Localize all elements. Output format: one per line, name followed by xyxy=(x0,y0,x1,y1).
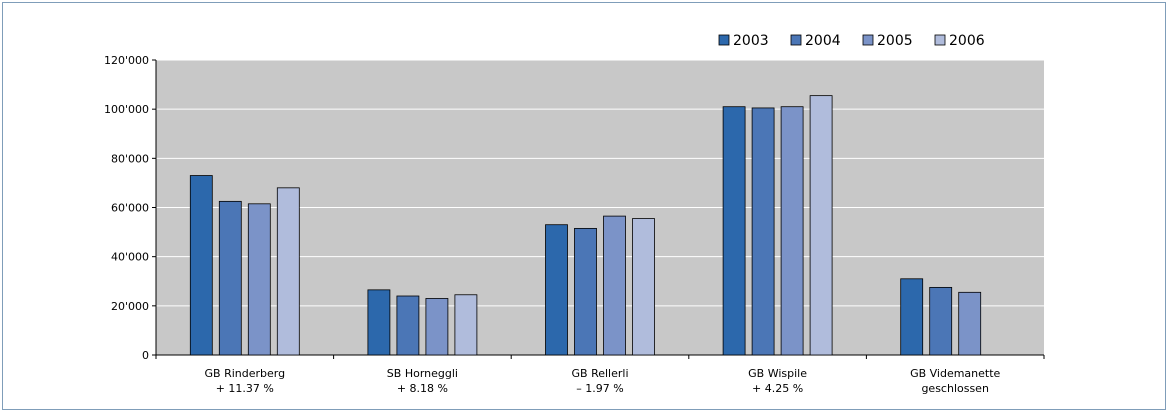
legend-swatch-2004 xyxy=(790,34,802,46)
bar-2006-2 xyxy=(632,218,655,356)
bar-2005-1 xyxy=(425,298,449,356)
bar-2004-3 xyxy=(751,107,775,356)
bar-2005-0 xyxy=(247,203,271,356)
x-category-label: + 4.25 % xyxy=(752,382,803,395)
bar-2006-0 xyxy=(276,187,300,356)
y-tick-label: 100'000 xyxy=(104,103,149,116)
bar-2004-2 xyxy=(574,227,597,356)
y-tick-label: 0 xyxy=(142,349,149,362)
x-category-label: GB Videmanette xyxy=(910,367,1000,380)
bar-2005-2 xyxy=(603,215,626,356)
x-category-label: GB Rellerli xyxy=(572,367,629,380)
bar-2005-4 xyxy=(958,291,982,356)
bar-2004-1 xyxy=(396,295,420,356)
bar-2003-4 xyxy=(900,278,924,356)
legend-label-2003: 2003 xyxy=(733,33,769,49)
bar-2004-4 xyxy=(929,286,953,356)
legend-label-2006: 2006 xyxy=(949,33,985,49)
x-category-label: – 1.97 % xyxy=(576,382,623,395)
bar-2006-1 xyxy=(454,294,478,356)
legend-swatch-2006 xyxy=(934,34,946,46)
x-category-label: GB Wispile xyxy=(748,367,807,380)
bar-2003-0 xyxy=(189,175,213,356)
x-category-label: GB Rinderberg xyxy=(205,367,286,380)
legend-label-2004: 2004 xyxy=(805,33,841,49)
x-category-label: geschlossen xyxy=(921,382,989,395)
bar-2004-0 xyxy=(218,200,242,356)
x-category-label: + 8.18 % xyxy=(397,382,448,395)
y-tick-label: 40'000 xyxy=(111,251,149,264)
bar-2003-1 xyxy=(367,289,391,356)
bar-2005-3 xyxy=(780,106,804,356)
y-tick-label: 60'000 xyxy=(111,202,149,215)
x-category-label: SB Horneggli xyxy=(387,367,458,380)
bar-chart: 0 20'000 40'000 60'000 80'000 100'000 120'000 G… xyxy=(104,33,1045,395)
legend-swatch-2003 xyxy=(718,34,730,46)
y-tick-label: 80'000 xyxy=(111,152,149,165)
bar-2006-3 xyxy=(809,95,833,356)
bar-2003-3 xyxy=(722,106,746,356)
x-category-label: + 11.37 % xyxy=(216,382,274,395)
legend-label-2005: 2005 xyxy=(877,33,913,49)
bar-2003-2 xyxy=(545,224,568,356)
y-tick-label: 120'000 xyxy=(104,54,149,67)
legend-swatch-2005 xyxy=(862,34,874,46)
y-tick-label: 20'000 xyxy=(111,300,149,313)
